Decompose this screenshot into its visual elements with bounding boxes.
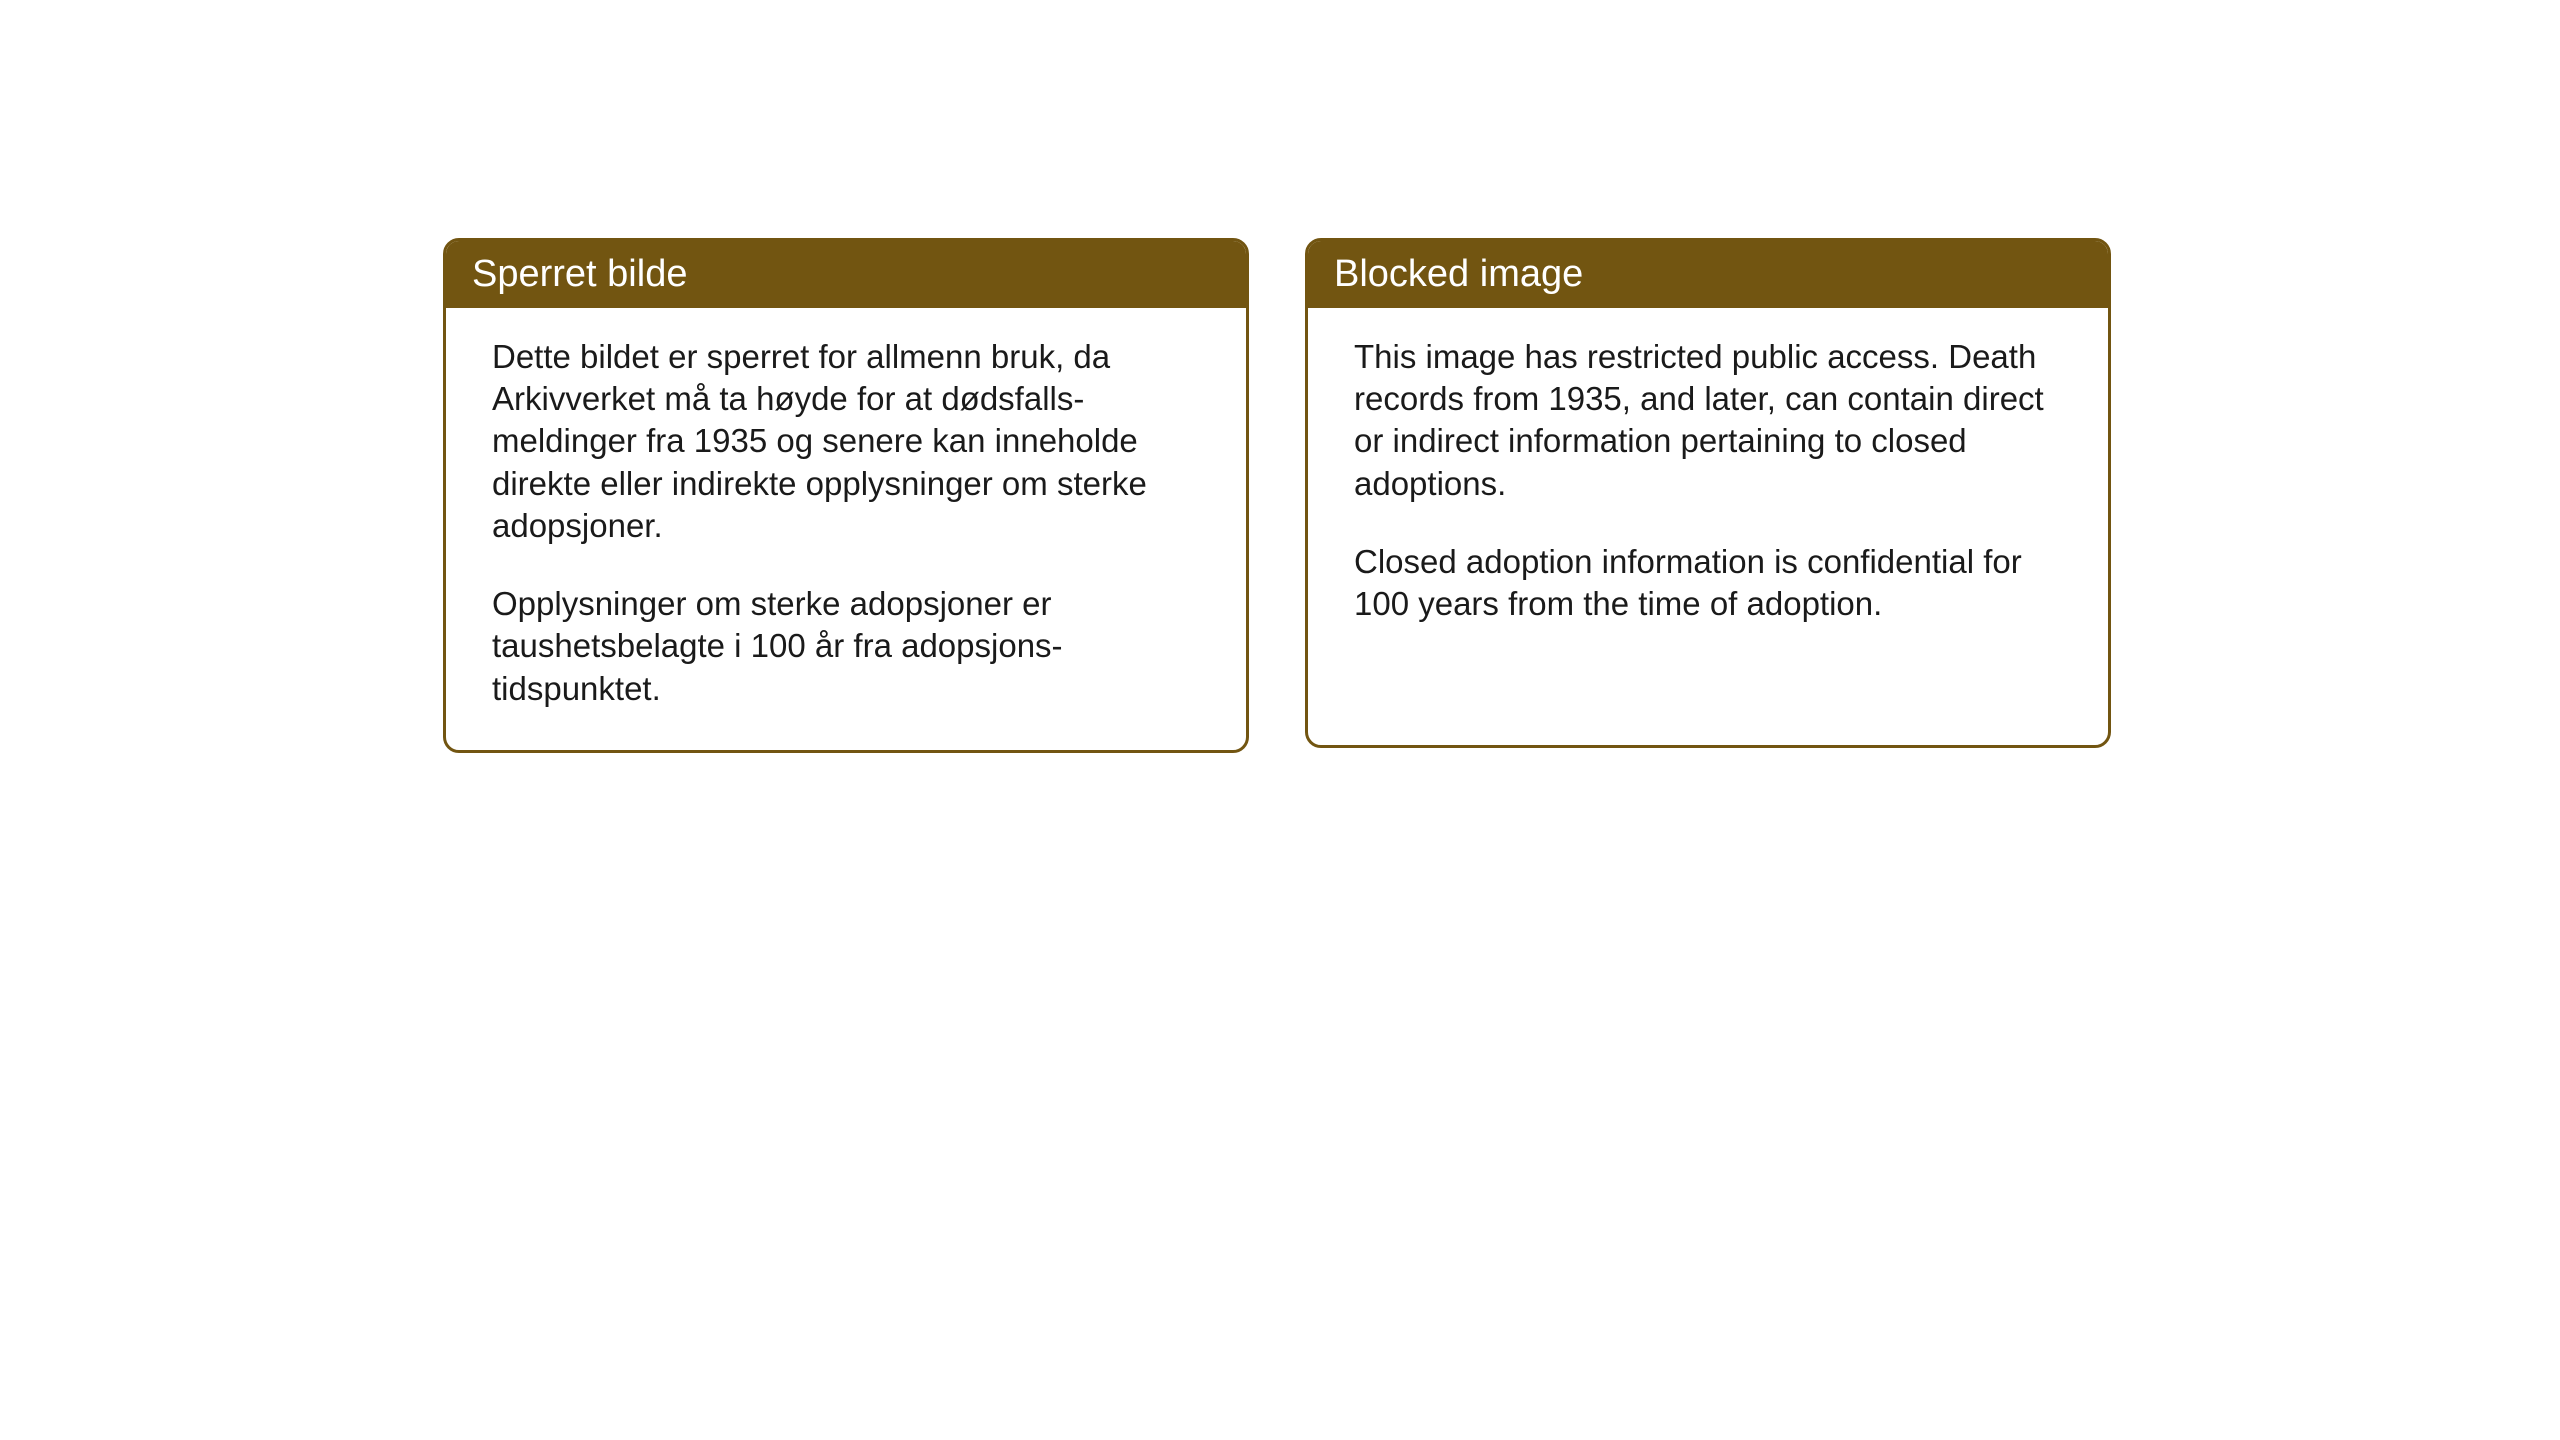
notice-cards-container: Sperret bilde Dette bildet er sperret fo… — [443, 238, 2111, 753]
card-body-norwegian: Dette bildet er sperret for allmenn bruk… — [446, 308, 1246, 750]
card-paragraph-norwegian-1: Dette bildet er sperret for allmenn bruk… — [492, 336, 1200, 547]
card-header-english: Blocked image — [1308, 241, 2108, 308]
card-title-norwegian: Sperret bilde — [472, 253, 687, 295]
card-header-norwegian: Sperret bilde — [446, 241, 1246, 308]
card-body-english: This image has restricted public access.… — [1308, 308, 2108, 665]
notice-card-norwegian: Sperret bilde Dette bildet er sperret fo… — [443, 238, 1249, 753]
card-paragraph-english-2: Closed adoption information is confident… — [1354, 541, 2062, 625]
card-title-english: Blocked image — [1334, 253, 1583, 295]
card-paragraph-norwegian-2: Opplysninger om sterke adopsjoner er tau… — [492, 583, 1200, 710]
card-paragraph-english-1: This image has restricted public access.… — [1354, 336, 2062, 505]
notice-card-english: Blocked image This image has restricted … — [1305, 238, 2111, 748]
